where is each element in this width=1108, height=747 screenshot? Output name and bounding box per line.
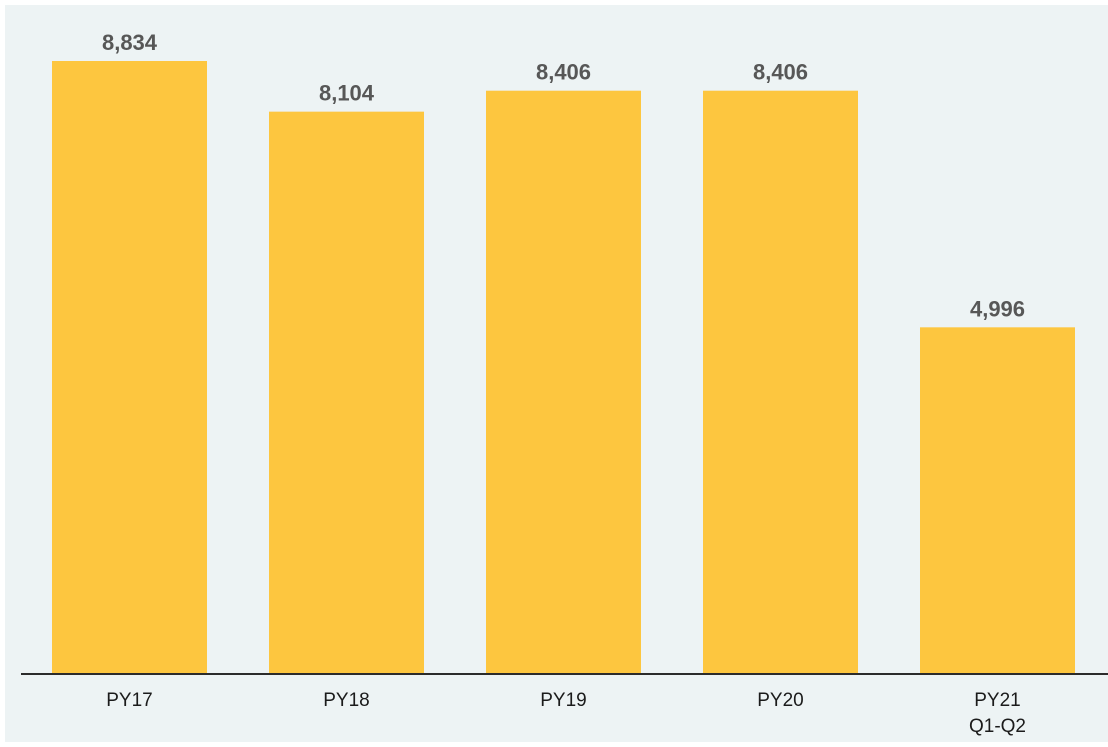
bar-2	[486, 90, 641, 674]
x-tick-label-2: PY19	[540, 690, 586, 711]
bar-chart: 8,834 PY17 8,104 PY18 8,406 PY19 8,406 PY20 4,99…	[21, 30, 1108, 737]
x-tick-label-3: PY20	[757, 690, 803, 711]
x-tick-label-0: PY17	[106, 690, 152, 711]
bar-3	[703, 90, 858, 674]
x-tick-label-1: PY18	[323, 690, 369, 711]
chart-panel: 8,834 PY17 8,104 PY18 8,406 PY19 8,406 PY20 4,99…	[5, 5, 1108, 742]
data-label-4: 4,996	[970, 296, 1025, 321]
data-label-3: 8,406	[753, 60, 808, 85]
bar-0	[52, 61, 207, 674]
data-label-0: 8,834	[102, 30, 158, 55]
x-tick-label-4-line-1: Q1-Q2	[969, 716, 1026, 737]
data-label-2: 8,406	[536, 60, 591, 85]
data-label-1: 8,104	[319, 81, 375, 106]
x-tick-label-4-line-0: PY21	[974, 690, 1020, 711]
bar-4	[920, 327, 1075, 674]
bar-1	[269, 111, 424, 675]
